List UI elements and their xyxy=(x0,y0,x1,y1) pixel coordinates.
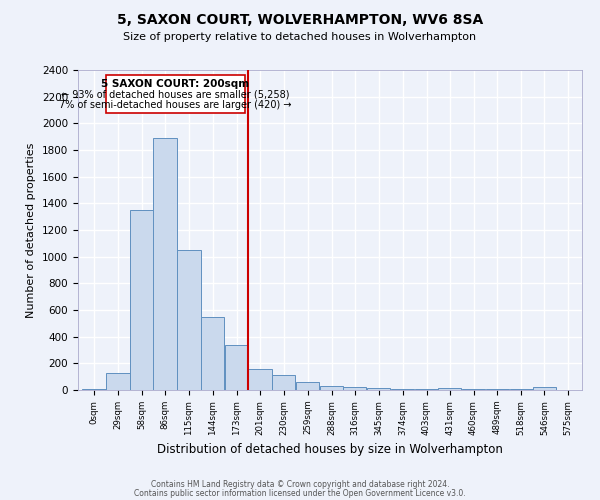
Bar xyxy=(248,368,272,390)
Text: 5 SAXON COURT: 200sqm: 5 SAXON COURT: 200sqm xyxy=(101,78,250,88)
Bar xyxy=(201,316,224,390)
Text: ← 93% of detached houses are smaller (5,258): ← 93% of detached houses are smaller (5,… xyxy=(61,90,290,100)
FancyBboxPatch shape xyxy=(106,76,245,114)
Bar xyxy=(272,376,295,390)
Bar xyxy=(391,388,414,390)
Text: Contains public sector information licensed under the Open Government Licence v3: Contains public sector information licen… xyxy=(134,488,466,498)
Bar xyxy=(320,386,343,390)
Text: Size of property relative to detached houses in Wolverhampton: Size of property relative to detached ho… xyxy=(124,32,476,42)
Text: 5, SAXON COURT, WOLVERHAMPTON, WV6 8SA: 5, SAXON COURT, WOLVERHAMPTON, WV6 8SA xyxy=(117,12,483,26)
Bar xyxy=(106,372,130,390)
Bar xyxy=(367,388,390,390)
Bar xyxy=(178,250,200,390)
Bar xyxy=(438,388,461,390)
Bar xyxy=(343,388,367,390)
Bar xyxy=(82,388,106,390)
Bar xyxy=(154,138,176,390)
Text: 7% of semi-detached houses are larger (420) →: 7% of semi-detached houses are larger (4… xyxy=(59,100,292,110)
Bar xyxy=(225,344,248,390)
Bar xyxy=(533,388,556,390)
Y-axis label: Number of detached properties: Number of detached properties xyxy=(26,142,37,318)
Bar xyxy=(296,382,319,390)
X-axis label: Distribution of detached houses by size in Wolverhampton: Distribution of detached houses by size … xyxy=(157,443,503,456)
Text: Contains HM Land Registry data © Crown copyright and database right 2024.: Contains HM Land Registry data © Crown c… xyxy=(151,480,449,489)
Bar xyxy=(130,210,154,390)
